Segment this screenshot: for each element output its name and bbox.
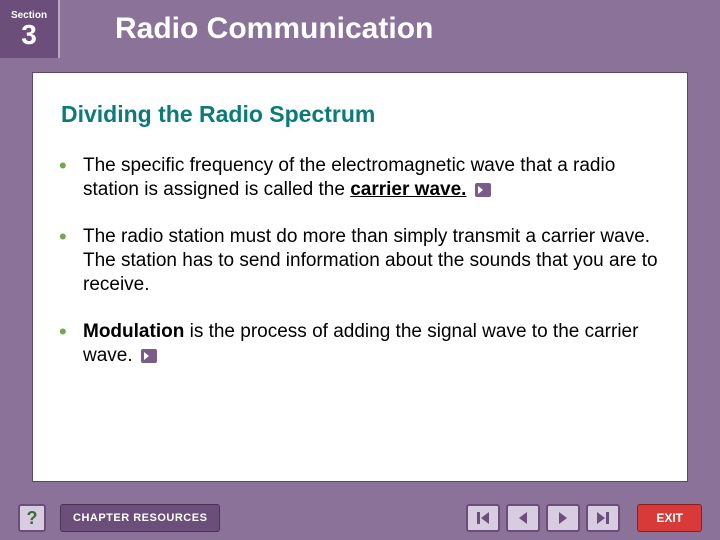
footer-bar: ? CHAPTER RESOURCES EXIT (0, 496, 720, 540)
last-button[interactable] (586, 504, 620, 532)
speaker-icon[interactable] (141, 349, 157, 363)
chapter-resources-button[interactable]: CHAPTER RESOURCES (60, 504, 220, 532)
bullet-item: Modulation is the process of adding the … (57, 320, 663, 369)
section-box: Section 3 (0, 0, 60, 58)
section-number: 3 (21, 21, 37, 49)
triangle-left-icon (481, 512, 489, 524)
bar-icon (606, 512, 609, 524)
bullet-item: The specific frequency of the electromag… (57, 154, 663, 203)
bullet-term: carrier wave. (350, 179, 466, 200)
content-panel: Dividing the Radio Spectrum The specific… (32, 72, 688, 482)
bullet-item: The radio station must do more than simp… (57, 225, 663, 298)
exit-button[interactable]: EXIT (637, 504, 702, 532)
first-button[interactable] (466, 504, 500, 532)
speaker-icon[interactable] (475, 183, 491, 197)
bar-icon (477, 512, 480, 524)
triangle-left-icon (519, 512, 527, 524)
next-button[interactable] (546, 504, 580, 532)
bullet-text-pre: The radio station must do more than simp… (83, 226, 658, 296)
bullet-term: Modulation (83, 321, 184, 342)
triangle-right-icon (559, 512, 567, 524)
header-bar: Section 3 Radio Communication (0, 0, 720, 58)
content-subtitle: Dividing the Radio Spectrum (61, 101, 663, 128)
triangle-right-icon (597, 512, 605, 524)
page-title: Radio Communication (60, 12, 720, 46)
prev-button[interactable] (506, 504, 540, 532)
bullet-list: The specific frequency of the electromag… (57, 154, 663, 368)
help-button[interactable]: ? (18, 504, 46, 532)
